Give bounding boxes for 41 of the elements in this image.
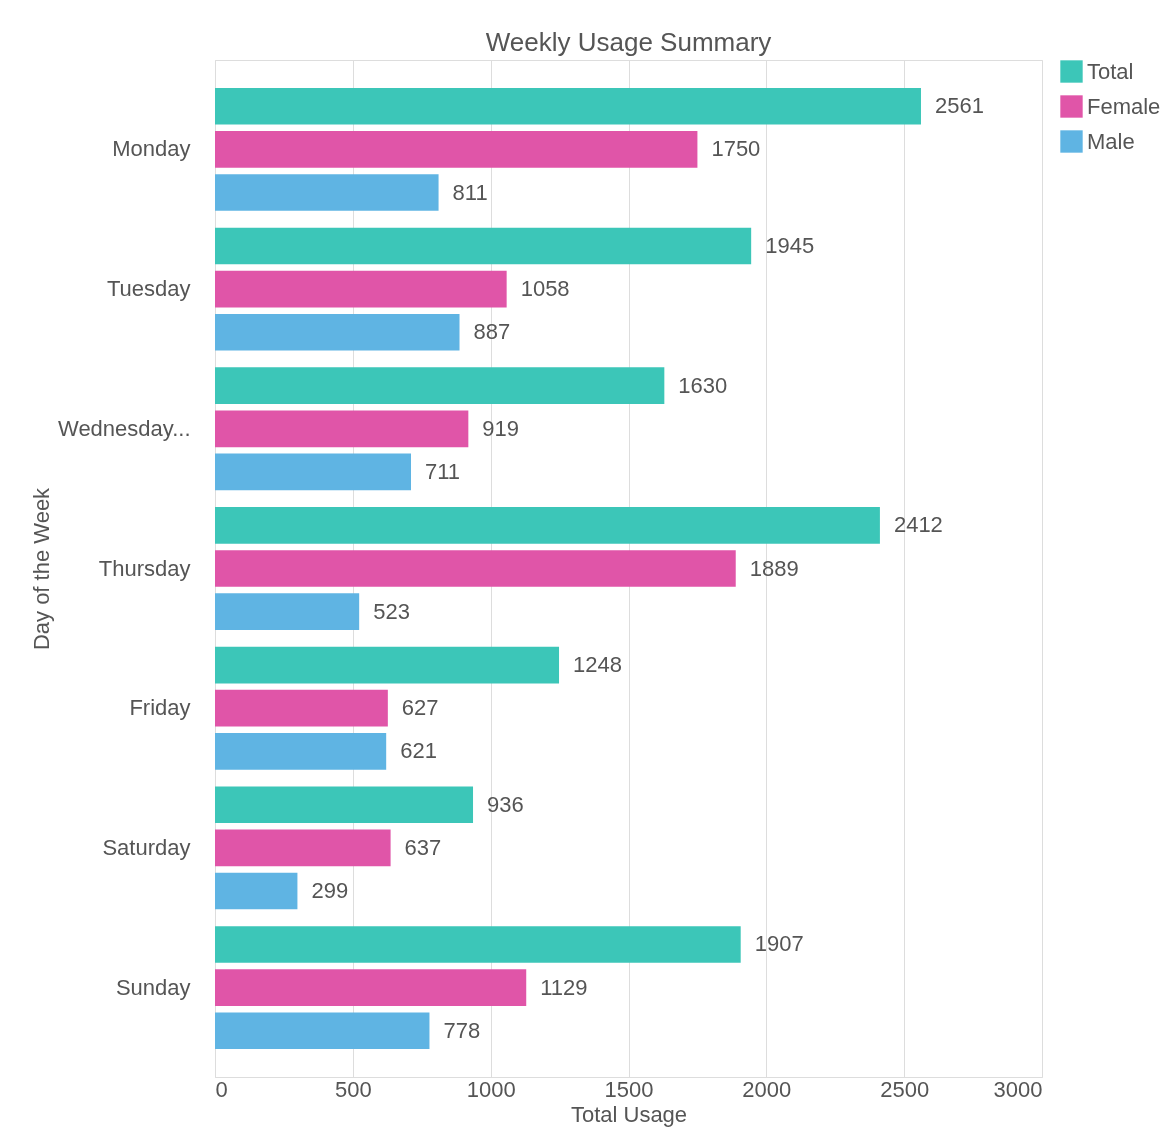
data-label: 778: [443, 1017, 481, 1043]
x-tick-label: 1000: [466, 1076, 516, 1102]
data-label: 1945: [765, 232, 815, 258]
data-label: 711: [425, 458, 461, 484]
data-label: 1889: [749, 555, 799, 581]
legend-label: Male: [1087, 128, 1135, 154]
y-axis-title: Day of the Week: [29, 486, 55, 651]
data-label: 1058: [520, 276, 570, 302]
data-label: 936: [487, 791, 524, 817]
data-label: 627: [401, 695, 439, 721]
x-tick-label: 1500: [604, 1076, 654, 1102]
x-tick-label: 3000: [993, 1076, 1043, 1102]
x-axis-title: Total Usage: [570, 1101, 688, 1127]
data-label: 523: [373, 598, 410, 624]
y-tick-label: Monday: [112, 136, 191, 162]
data-label: 1129: [540, 974, 588, 1000]
data-label: 1248: [573, 652, 622, 678]
legend-label: Female: [1087, 93, 1161, 119]
data-label: 919: [482, 415, 520, 441]
data-label: 887: [473, 319, 511, 345]
data-label: 2561: [934, 93, 984, 119]
legend-label: Total: [1087, 58, 1134, 84]
data-label: 637: [404, 834, 442, 860]
data-label: 2412: [893, 512, 943, 538]
chart-title: Weekly Usage Summary: [485, 27, 772, 57]
data-label: 1750: [711, 136, 761, 162]
data-label: 621: [400, 738, 437, 764]
data-label: 811: [452, 179, 488, 205]
x-tick-label: 2500: [880, 1076, 930, 1102]
data-label: 1630: [678, 372, 728, 398]
y-tick-label: Wednesday...: [58, 415, 191, 441]
data-label: 1907: [754, 931, 804, 957]
y-tick-label: Thursday: [98, 555, 191, 581]
y-tick-label: Friday: [129, 695, 191, 721]
y-tick-label: Sunday: [115, 974, 191, 1000]
y-tick-label: Saturday: [102, 834, 191, 860]
x-tick-label: 2000: [742, 1076, 792, 1102]
x-tick-label: 500: [334, 1076, 372, 1102]
x-tick-label: 0: [215, 1076, 228, 1102]
y-tick-label: Tuesday: [106, 276, 191, 302]
data-label: 299: [311, 878, 349, 904]
